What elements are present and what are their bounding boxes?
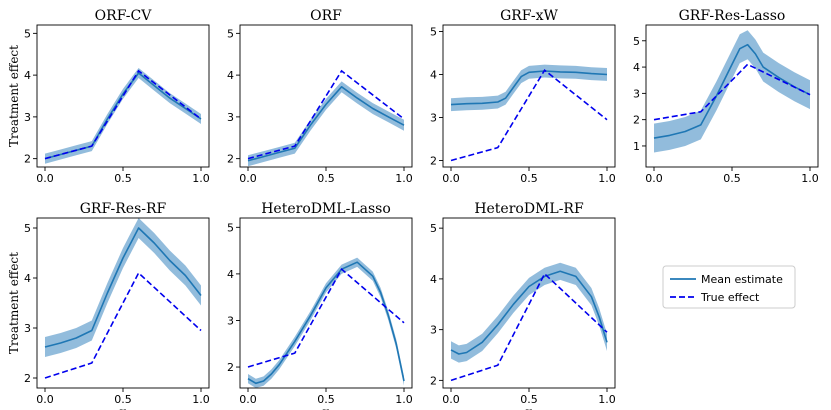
subplot-title: HeteroDML-Lasso [261, 201, 391, 217]
y-tick-label: 5 [633, 35, 640, 48]
y-tick-label: 2 [227, 361, 234, 374]
x-tick-label: 1.0 [395, 393, 413, 406]
legend: Mean estimate True effect [662, 265, 796, 309]
y-tick-label: 2 [227, 153, 234, 166]
true-effect-line [247, 69, 405, 160]
y-tick-label: 4 [430, 273, 437, 286]
y-tick-label: 2 [430, 155, 437, 168]
subplot-title: GRF-Res-Lasso [679, 8, 786, 24]
y-tick-label: 4 [227, 69, 234, 82]
x-tick-label: 0.5 [520, 393, 538, 406]
subplot-7: HeteroDML-RF 0.0 0.5 1.0 2 3 4 5 x [430, 201, 616, 410]
x-tick-label: 1.0 [395, 172, 413, 185]
y-tick-label: 3 [430, 112, 437, 125]
y-tick-label: 3 [24, 111, 31, 124]
x-tick-label: 0.0 [36, 393, 54, 406]
y-tick-label: 5 [430, 25, 437, 38]
y-tick-label: 4 [633, 61, 640, 74]
subplot-4: GRF-Res-Lasso 0.0 0.5 1.0 1 2 3 4 5 [633, 8, 819, 185]
true-effect-line [450, 69, 608, 162]
y-tick-label: 4 [430, 68, 437, 81]
subplot-6: HeteroDML-Lasso 0.0 0.5 1.0 2 3 4 5 x [227, 201, 413, 410]
true-effect-line [44, 69, 202, 160]
x-tick-label: 0.5 [114, 393, 132, 406]
x-tick-label: 0.0 [442, 393, 460, 406]
legend-mean-label: Mean estimate [701, 273, 783, 286]
axes-frame [36, 217, 210, 389]
x-tick-label: 0.5 [520, 172, 538, 185]
subplot-3: GRF-xW 0.0 0.5 1.0 2 3 4 5 [430, 8, 616, 185]
x-tick-label: 1.0 [598, 393, 616, 406]
y-tick-label: 2 [24, 153, 31, 166]
true-effect-line [44, 271, 202, 379]
true-effect-line [653, 63, 811, 121]
y-tick-label: 3 [24, 322, 31, 335]
mean-estimate-line [44, 227, 202, 348]
mean-estimate-line [247, 261, 405, 385]
y-axis-label: Treatment effect [7, 252, 21, 354]
confidence-band [248, 81, 404, 167]
x-axis-label: x [526, 405, 533, 410]
x-tick-label: 1.0 [192, 393, 210, 406]
confidence-band [451, 262, 607, 363]
mean-estimate-line [450, 70, 608, 106]
confidence-band [45, 218, 201, 357]
x-tick-label: 1.0 [192, 172, 210, 185]
y-tick-label: 5 [24, 27, 31, 40]
confidence-band [45, 68, 201, 164]
y-tick-label: 3 [430, 324, 437, 337]
x-tick-label: 0.0 [645, 172, 663, 185]
y-axis-label: Treatment effect [7, 45, 21, 147]
legend-box [662, 265, 796, 309]
y-tick-label: 2 [633, 114, 640, 127]
y-tick-label: 4 [227, 268, 234, 281]
mean-estimate-line [653, 43, 811, 139]
mean-estimate-line [44, 72, 202, 160]
x-tick-label: 0.5 [114, 172, 132, 185]
confidence-band [451, 64, 607, 112]
x-axis-label: x [120, 405, 127, 410]
x-tick-label: 0.5 [317, 172, 335, 185]
mean-estimate-line [247, 86, 405, 162]
legend-true-label: True effect [700, 291, 760, 304]
y-tick-label: 5 [227, 221, 234, 234]
subplot-title: HeteroDML-RF [474, 201, 584, 217]
x-tick-label: 0.5 [317, 393, 335, 406]
subplot-2: ORF 0.0 0.5 1.0 2 3 4 5 [227, 8, 413, 185]
x-tick-label: 0.0 [239, 172, 257, 185]
subplot-title: ORF [310, 8, 342, 24]
y-tick-label: 5 [24, 222, 31, 235]
y-tick-label: 3 [633, 87, 640, 100]
x-tick-label: 0.0 [442, 172, 460, 185]
x-axis-label: x [323, 405, 330, 410]
x-tick-label: 0.0 [239, 393, 257, 406]
true-effect-line [450, 272, 608, 382]
subplot-5: GRF-Res-RF 0.0 0.5 1.0 2 3 4 5 x Treatment effect [7, 201, 210, 410]
mean-estimate-line [450, 270, 608, 355]
x-tick-label: 1.0 [598, 172, 616, 185]
x-tick-label: 1.0 [801, 172, 819, 185]
y-tick-label: 2 [430, 374, 437, 387]
y-tick-label: 1 [633, 140, 640, 153]
x-tick-label: 0.0 [36, 172, 54, 185]
y-tick-label: 3 [227, 314, 234, 327]
y-tick-label: 2 [24, 372, 31, 385]
subplot-title: GRF-xW [500, 8, 558, 24]
confidence-band [248, 257, 404, 388]
x-tick-label: 0.5 [723, 172, 741, 185]
subplot-title: GRF-Res-RF [80, 201, 167, 217]
y-tick-label: 4 [24, 272, 31, 285]
subplot-title: ORF-CV [95, 8, 153, 24]
y-tick-label: 4 [24, 69, 31, 82]
confidence-band [654, 30, 810, 153]
y-tick-label: 3 [227, 111, 234, 124]
axes-frame [239, 24, 413, 168]
y-tick-label: 5 [227, 27, 234, 40]
y-tick-label: 5 [430, 222, 437, 235]
